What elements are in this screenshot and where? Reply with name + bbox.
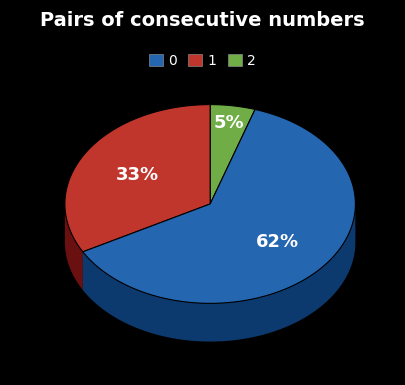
Polygon shape — [83, 204, 210, 290]
Polygon shape — [65, 105, 210, 252]
Polygon shape — [65, 204, 83, 290]
Text: 62%: 62% — [256, 233, 299, 251]
Polygon shape — [210, 105, 255, 204]
Text: 5%: 5% — [213, 114, 244, 132]
Polygon shape — [83, 204, 210, 290]
Polygon shape — [83, 205, 355, 341]
Legend: 0, 1, 2: 0, 1, 2 — [143, 49, 262, 74]
Text: 33%: 33% — [116, 166, 159, 184]
Polygon shape — [83, 109, 355, 303]
Text: Pairs of consecutive numbers: Pairs of consecutive numbers — [40, 11, 365, 30]
